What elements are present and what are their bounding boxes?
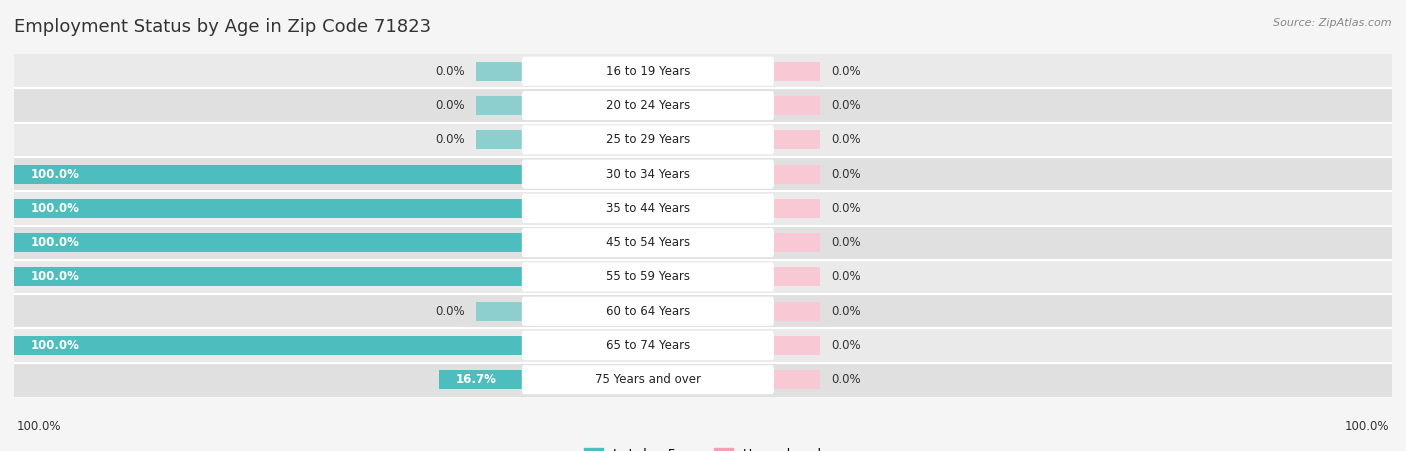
Text: 0.0%: 0.0%	[831, 168, 860, 180]
Text: 0.0%: 0.0%	[831, 99, 860, 112]
Bar	[772, 336, 820, 355]
Text: 0.0%: 0.0%	[831, 339, 860, 352]
Text: 0.0%: 0.0%	[831, 236, 860, 249]
Text: 75 Years and over: 75 Years and over	[595, 373, 700, 386]
Text: Employment Status by Age in Zip Code 71823: Employment Status by Age in Zip Code 718…	[14, 18, 432, 36]
Text: 100.0%: 100.0%	[31, 271, 80, 283]
Text: 0.0%: 0.0%	[831, 373, 860, 386]
Text: 16 to 19 Years: 16 to 19 Years	[606, 65, 690, 78]
Bar	[14, 88, 1392, 123]
Bar	[772, 165, 820, 184]
Bar	[14, 54, 1392, 88]
Text: Source: ZipAtlas.com: Source: ZipAtlas.com	[1274, 18, 1392, 28]
Text: 100.0%: 100.0%	[17, 420, 62, 433]
Text: 16.7%: 16.7%	[456, 373, 496, 386]
Text: 60 to 64 Years: 60 to 64 Years	[606, 305, 690, 318]
Bar	[14, 157, 1392, 191]
Bar	[14, 191, 1392, 226]
Bar	[475, 96, 524, 115]
Text: 20 to 24 Years: 20 to 24 Years	[606, 99, 690, 112]
Bar	[14, 294, 1392, 328]
Text: 0.0%: 0.0%	[831, 305, 860, 318]
Bar	[14, 336, 524, 355]
Bar	[475, 62, 524, 81]
FancyBboxPatch shape	[522, 160, 773, 189]
Text: 100.0%: 100.0%	[31, 168, 80, 180]
Bar	[772, 130, 820, 149]
Bar	[772, 267, 820, 286]
Bar	[772, 370, 820, 389]
Text: 0.0%: 0.0%	[434, 305, 464, 318]
Text: 100.0%: 100.0%	[31, 236, 80, 249]
Bar	[772, 96, 820, 115]
Text: 25 to 29 Years: 25 to 29 Years	[606, 133, 690, 146]
Text: 0.0%: 0.0%	[831, 202, 860, 215]
Text: 0.0%: 0.0%	[434, 65, 464, 78]
Text: 100.0%: 100.0%	[31, 202, 80, 215]
FancyBboxPatch shape	[522, 91, 773, 120]
Text: 0.0%: 0.0%	[831, 271, 860, 283]
Text: 0.0%: 0.0%	[434, 99, 464, 112]
Bar	[772, 302, 820, 321]
Bar	[772, 233, 820, 252]
Text: 0.0%: 0.0%	[831, 133, 860, 146]
Text: 30 to 34 Years: 30 to 34 Years	[606, 168, 690, 180]
Bar	[14, 123, 1392, 157]
FancyBboxPatch shape	[522, 57, 773, 86]
Bar	[14, 267, 524, 286]
Bar	[14, 199, 524, 218]
Bar	[14, 260, 1392, 294]
Text: 55 to 59 Years: 55 to 59 Years	[606, 271, 690, 283]
Bar	[14, 363, 1392, 397]
Bar	[475, 302, 524, 321]
FancyBboxPatch shape	[522, 297, 773, 326]
FancyBboxPatch shape	[522, 262, 773, 291]
Text: 100.0%: 100.0%	[31, 339, 80, 352]
Bar	[14, 165, 524, 184]
Bar	[14, 226, 1392, 260]
Bar	[772, 199, 820, 218]
FancyBboxPatch shape	[522, 228, 773, 257]
FancyBboxPatch shape	[522, 365, 773, 394]
Bar	[439, 370, 524, 389]
Bar	[475, 130, 524, 149]
Bar	[14, 328, 1392, 363]
Legend: In Labor Force, Unemployed: In Labor Force, Unemployed	[579, 443, 827, 451]
FancyBboxPatch shape	[522, 194, 773, 223]
Bar	[772, 62, 820, 81]
Text: 35 to 44 Years: 35 to 44 Years	[606, 202, 690, 215]
FancyBboxPatch shape	[522, 331, 773, 360]
Text: 0.0%: 0.0%	[434, 133, 464, 146]
Bar	[14, 233, 524, 252]
Text: 45 to 54 Years: 45 to 54 Years	[606, 236, 690, 249]
Text: 0.0%: 0.0%	[831, 65, 860, 78]
Text: 65 to 74 Years: 65 to 74 Years	[606, 339, 690, 352]
Text: 100.0%: 100.0%	[1344, 420, 1389, 433]
FancyBboxPatch shape	[522, 125, 773, 154]
